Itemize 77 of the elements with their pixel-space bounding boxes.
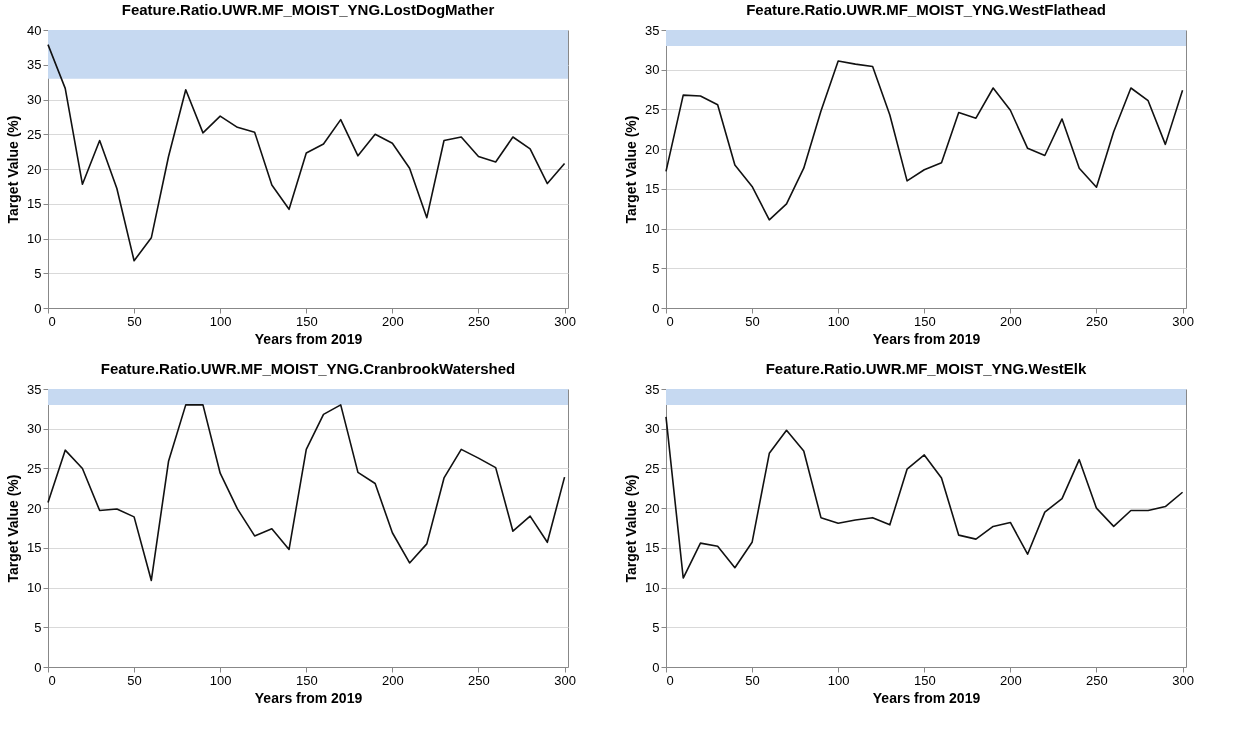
y-tick-label: 10 bbox=[645, 221, 660, 237]
y-tick-label: 15 bbox=[27, 540, 42, 556]
y-tick-label: 30 bbox=[27, 92, 42, 107]
y-axis-title: Target Value (%) bbox=[623, 115, 640, 224]
y-tick-label: 0 bbox=[652, 300, 660, 316]
x-tick-label: 100 bbox=[209, 672, 232, 688]
y-tick-label: 35 bbox=[27, 381, 42, 397]
x-tick-label: 300 bbox=[1172, 313, 1194, 329]
y-tick-label: 10 bbox=[27, 580, 42, 596]
x-tick-label: 50 bbox=[745, 313, 760, 329]
x-tick-label: 0 bbox=[666, 672, 674, 688]
x-tick-label: 150 bbox=[913, 672, 936, 688]
x-tick-label: 150 bbox=[913, 313, 936, 329]
x-tick-label: 200 bbox=[382, 313, 404, 329]
line-series bbox=[47, 404, 566, 582]
y-tick-label: 5 bbox=[34, 619, 42, 635]
y-tick-label: 25 bbox=[27, 460, 42, 476]
x-tick-label: 0 bbox=[666, 313, 674, 329]
x-tick-label: 250 bbox=[468, 313, 490, 329]
x-tick-label: 100 bbox=[827, 313, 850, 329]
y-tick-label: 15 bbox=[27, 196, 42, 212]
x-axis-title: Years from 2019 bbox=[872, 689, 981, 706]
y-tick-label: 20 bbox=[27, 500, 42, 516]
y-axis-title: Target Value (%) bbox=[5, 474, 22, 583]
y-tick-label: 10 bbox=[27, 231, 42, 246]
x-tick-label: 100 bbox=[827, 672, 850, 688]
y-tick-label: 30 bbox=[645, 421, 660, 437]
x-tick-label: 50 bbox=[127, 313, 142, 329]
line-series bbox=[47, 43, 566, 262]
x-tick-label: 200 bbox=[1000, 672, 1022, 688]
x-axis-title: Years from 2019 bbox=[254, 330, 363, 347]
x-tick-label: 50 bbox=[127, 672, 142, 688]
y-tick-label: 0 bbox=[652, 659, 660, 675]
chart-title: Feature.Ratio.UWR.MF_MOIST_YNG.LostDogMather bbox=[121, 1, 495, 18]
x-tick-label: 0 bbox=[48, 672, 56, 688]
y-tick-label: 30 bbox=[645, 62, 660, 78]
y-axis-title: Target Value (%) bbox=[5, 115, 22, 224]
y-tick-label: 0 bbox=[34, 659, 42, 675]
x-tick-label: 200 bbox=[382, 672, 404, 688]
y-tick-label: 35 bbox=[645, 381, 660, 397]
line-series bbox=[665, 60, 1184, 221]
y-tick-label: 35 bbox=[645, 22, 660, 38]
y-tick-label: 15 bbox=[645, 181, 660, 197]
y-tick-label: 40 bbox=[27, 22, 42, 38]
x-tick-label: 300 bbox=[554, 313, 576, 329]
chart-title: Feature.Ratio.UWR.MF_MOIST_YNG.CranbrookWatershed bbox=[100, 360, 516, 377]
line-series bbox=[665, 416, 1184, 579]
x-tick-label: 100 bbox=[209, 313, 232, 329]
y-tick-label: 35 bbox=[27, 57, 42, 73]
x-axis-title: Years from 2019 bbox=[254, 689, 363, 706]
y-tick-label: 25 bbox=[645, 101, 660, 117]
y-tick-label: 30 bbox=[27, 421, 42, 437]
chart-title: Feature.Ratio.UWR.MF_MOIST_YNG.WestElk bbox=[765, 360, 1087, 377]
y-tick-label: 5 bbox=[652, 619, 660, 635]
x-tick-label: 150 bbox=[295, 313, 318, 329]
y-axis-title: Target Value (%) bbox=[623, 474, 640, 583]
y-tick-label: 15 bbox=[645, 540, 660, 556]
x-tick-label: 200 bbox=[1000, 313, 1022, 329]
y-tick-label: 20 bbox=[27, 161, 42, 177]
x-tick-label: 150 bbox=[295, 672, 318, 688]
x-axis-title: Years from 2019 bbox=[872, 330, 981, 347]
chart-title: Feature.Ratio.UWR.MF_MOIST_YNG.WestFlathead bbox=[746, 1, 1106, 18]
x-tick-label: 0 bbox=[48, 313, 56, 329]
x-tick-label: 300 bbox=[554, 672, 576, 688]
y-tick-label: 20 bbox=[645, 141, 660, 157]
y-tick-label: 25 bbox=[27, 126, 42, 142]
x-tick-label: 250 bbox=[468, 672, 490, 688]
x-tick-label: 250 bbox=[1086, 313, 1108, 329]
y-tick-label: 0 bbox=[34, 300, 42, 316]
y-tick-label: 5 bbox=[34, 265, 42, 281]
y-tick-label: 20 bbox=[645, 500, 660, 516]
x-tick-label: 250 bbox=[1086, 672, 1108, 688]
y-tick-label: 10 bbox=[645, 580, 660, 596]
x-tick-label: 300 bbox=[1172, 672, 1194, 688]
y-tick-label: 25 bbox=[645, 460, 660, 476]
x-tick-label: 50 bbox=[745, 672, 760, 688]
y-tick-label: 5 bbox=[652, 260, 660, 276]
